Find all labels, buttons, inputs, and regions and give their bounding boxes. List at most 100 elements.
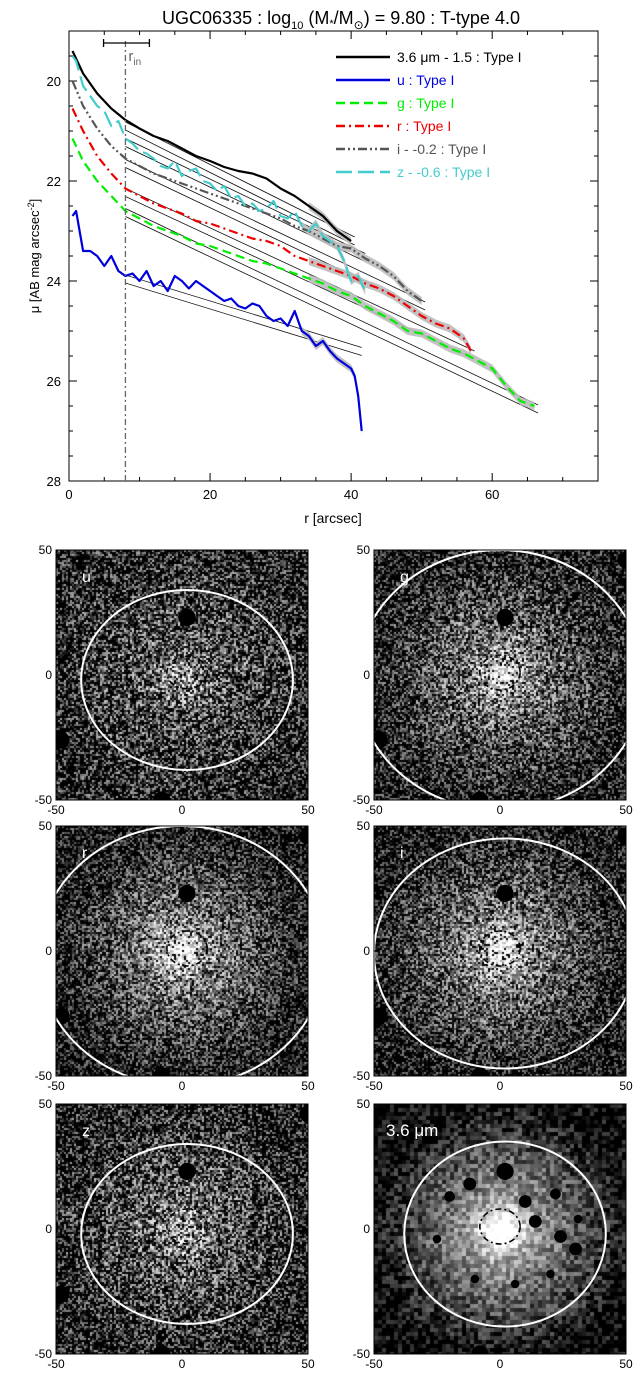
panel-image-2	[56, 826, 308, 1076]
panel-image-5	[374, 1104, 626, 1354]
x-tick-label: 40	[344, 487, 358, 502]
panel-label: 3.6 μm	[386, 1121, 438, 1140]
star-mask	[617, 551, 626, 569]
fit-line-3	[125, 188, 475, 352]
panel-y-tick-label: 50	[39, 1097, 53, 1111]
y-tick-label: 20	[47, 74, 61, 89]
star-mask	[496, 1162, 514, 1181]
star-mask	[510, 1279, 520, 1289]
panel-x-tick-label: 0	[179, 803, 186, 817]
inner-ellipse	[166, 1208, 208, 1245]
star-mask	[554, 1230, 567, 1243]
star-mask	[444, 1191, 455, 1202]
series-line-0	[71, 50, 352, 242]
x-axis-label: r [arcsec]	[304, 510, 362, 526]
panel-y-tick-label: 50	[39, 819, 53, 833]
panel-image-4	[56, 1104, 308, 1354]
fit-line-4	[125, 159, 426, 303]
star-mask	[569, 1242, 583, 1256]
panel-x-tick-label: 0	[179, 1357, 186, 1371]
fit-line-5	[125, 138, 366, 254]
panel-y-tick-label: -50	[353, 793, 371, 807]
panel-y-tick-label: -50	[353, 1069, 371, 1083]
star-mask	[178, 608, 196, 627]
panel-y-tick-label: 0	[363, 944, 370, 958]
image-panel-4: z -50-50 0 0 50 50	[35, 1097, 315, 1371]
star-mask	[518, 1195, 532, 1208]
inner-ellipse	[166, 930, 208, 967]
star-mask	[471, 1345, 489, 1354]
star-mask	[374, 1007, 388, 1025]
star-mask	[463, 1177, 477, 1191]
panel-label: i	[400, 845, 404, 862]
legend: 3.6 μm - 1.5 : Type I u : Type I g : Type …	[336, 49, 522, 180]
panel-y-tick-label: 50	[39, 543, 53, 557]
star-mask	[153, 1345, 171, 1354]
panel-label: r	[82, 845, 88, 862]
fit-line-2	[125, 216, 539, 414]
star-mask	[56, 731, 70, 749]
star-mask	[496, 884, 514, 903]
r-in-marker: rin	[102, 39, 151, 481]
panel-y-tick-label: 0	[45, 1222, 52, 1236]
panel-y-tick-label: -50	[35, 1069, 53, 1083]
panel-image-0	[56, 550, 308, 800]
panel-y-tick-label: 0	[363, 668, 370, 682]
outer-ellipse	[374, 837, 626, 1070]
x-tick-label: 0	[65, 487, 72, 502]
chart-title: UGC06335 : log10 (M*/M⊙) = 9.80 : T-type…	[162, 8, 520, 32]
star-mask	[153, 791, 171, 800]
star-mask	[617, 827, 626, 845]
panel-x-tick-label: 0	[497, 1079, 504, 1093]
series-line-1	[71, 209, 363, 432]
panel-x-tick-label: -50	[47, 1079, 65, 1093]
inner-ellipse	[166, 655, 208, 690]
r-in-label: rin	[128, 48, 141, 68]
legend-label-5: z - -0.6 : Type I	[397, 164, 490, 180]
panel-y-tick-label: 0	[45, 944, 52, 958]
panel-x-tick-label: 0	[497, 803, 504, 817]
panel-label: u	[82, 569, 91, 586]
image-panels: u-50-50005050g-50-50005050r-50-50005050i…	[35, 543, 633, 1371]
x-tick-label: 20	[203, 487, 217, 502]
inner-ellipse	[479, 654, 521, 691]
panel-x-tick-label: 50	[619, 1357, 633, 1371]
panel-x-tick-label: -50	[365, 803, 383, 817]
image-panel-1: g -50-50 0 0 50 50	[353, 543, 633, 817]
outer-ellipse	[403, 1140, 607, 1328]
panel-x-tick-label: -50	[365, 1357, 383, 1371]
star-mask	[56, 1285, 70, 1303]
error-band-1	[301, 327, 362, 435]
star-mask	[178, 1162, 196, 1181]
panel-x-tick-label: -50	[47, 803, 65, 817]
star-mask	[528, 1215, 542, 1228]
y-tick-label: 28	[47, 474, 61, 489]
panel-y-tick-label: -50	[353, 1347, 371, 1361]
star-mask	[153, 1067, 171, 1076]
star-mask	[299, 1105, 308, 1123]
fit-line-2	[125, 208, 539, 406]
panel-y-tick-label: -50	[35, 793, 53, 807]
series-line-3	[71, 108, 472, 352]
error-band-2	[308, 274, 535, 410]
legend-label-0: 3.6 μm - 1.5 : Type I	[397, 49, 522, 65]
panel-y-tick-label: 0	[45, 668, 52, 682]
outer-ellipse	[80, 1143, 294, 1325]
panel-x-tick-label: -50	[47, 1357, 65, 1371]
star-mask	[550, 1188, 561, 1200]
star-mask	[471, 1067, 489, 1076]
panel-x-tick-label: 50	[301, 1357, 315, 1371]
panel-y-tick-label: 0	[363, 1222, 370, 1236]
y-tick-label: 22	[47, 174, 61, 189]
panel-x-tick-label: 0	[179, 1079, 186, 1093]
star-mask	[178, 884, 196, 903]
star-mask	[374, 731, 388, 749]
star-mask	[470, 1274, 480, 1284]
panel-x-tick-label: 50	[301, 803, 315, 817]
star-mask	[496, 608, 514, 627]
panel-x-tick-label: 50	[301, 1079, 315, 1093]
star-mask	[471, 791, 489, 800]
panel-y-tick-label: 50	[357, 1097, 371, 1111]
